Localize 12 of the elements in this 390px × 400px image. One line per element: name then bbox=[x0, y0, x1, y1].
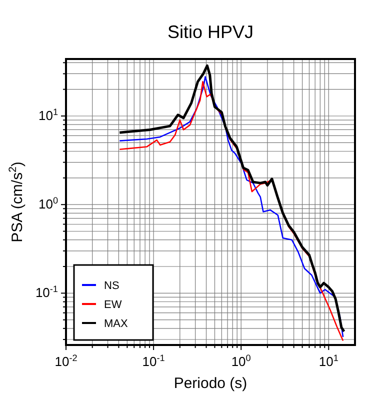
y-tick-label: 10$^{0}$ bbox=[38, 196, 58, 212]
x-tick-label: 10$^{-2}$ bbox=[54, 353, 78, 369]
legend-label: EW bbox=[104, 299, 122, 311]
x-tick-label: 10$^{0}$ bbox=[231, 353, 251, 369]
x-tick-label: 10$^{-1}$ bbox=[142, 353, 165, 369]
chart-title: Sitio HPVJ bbox=[167, 22, 254, 42]
y-tick-label: 10$^{-1}$ bbox=[35, 284, 58, 300]
y-tick-label: 10$^{1}$ bbox=[38, 107, 58, 123]
legend-label: NS bbox=[104, 280, 120, 292]
x-axis-title: Periodo (s) bbox=[174, 375, 248, 392]
legend-label: MAX bbox=[104, 318, 128, 330]
x-tick-label: 10$^{1}$ bbox=[318, 353, 338, 369]
